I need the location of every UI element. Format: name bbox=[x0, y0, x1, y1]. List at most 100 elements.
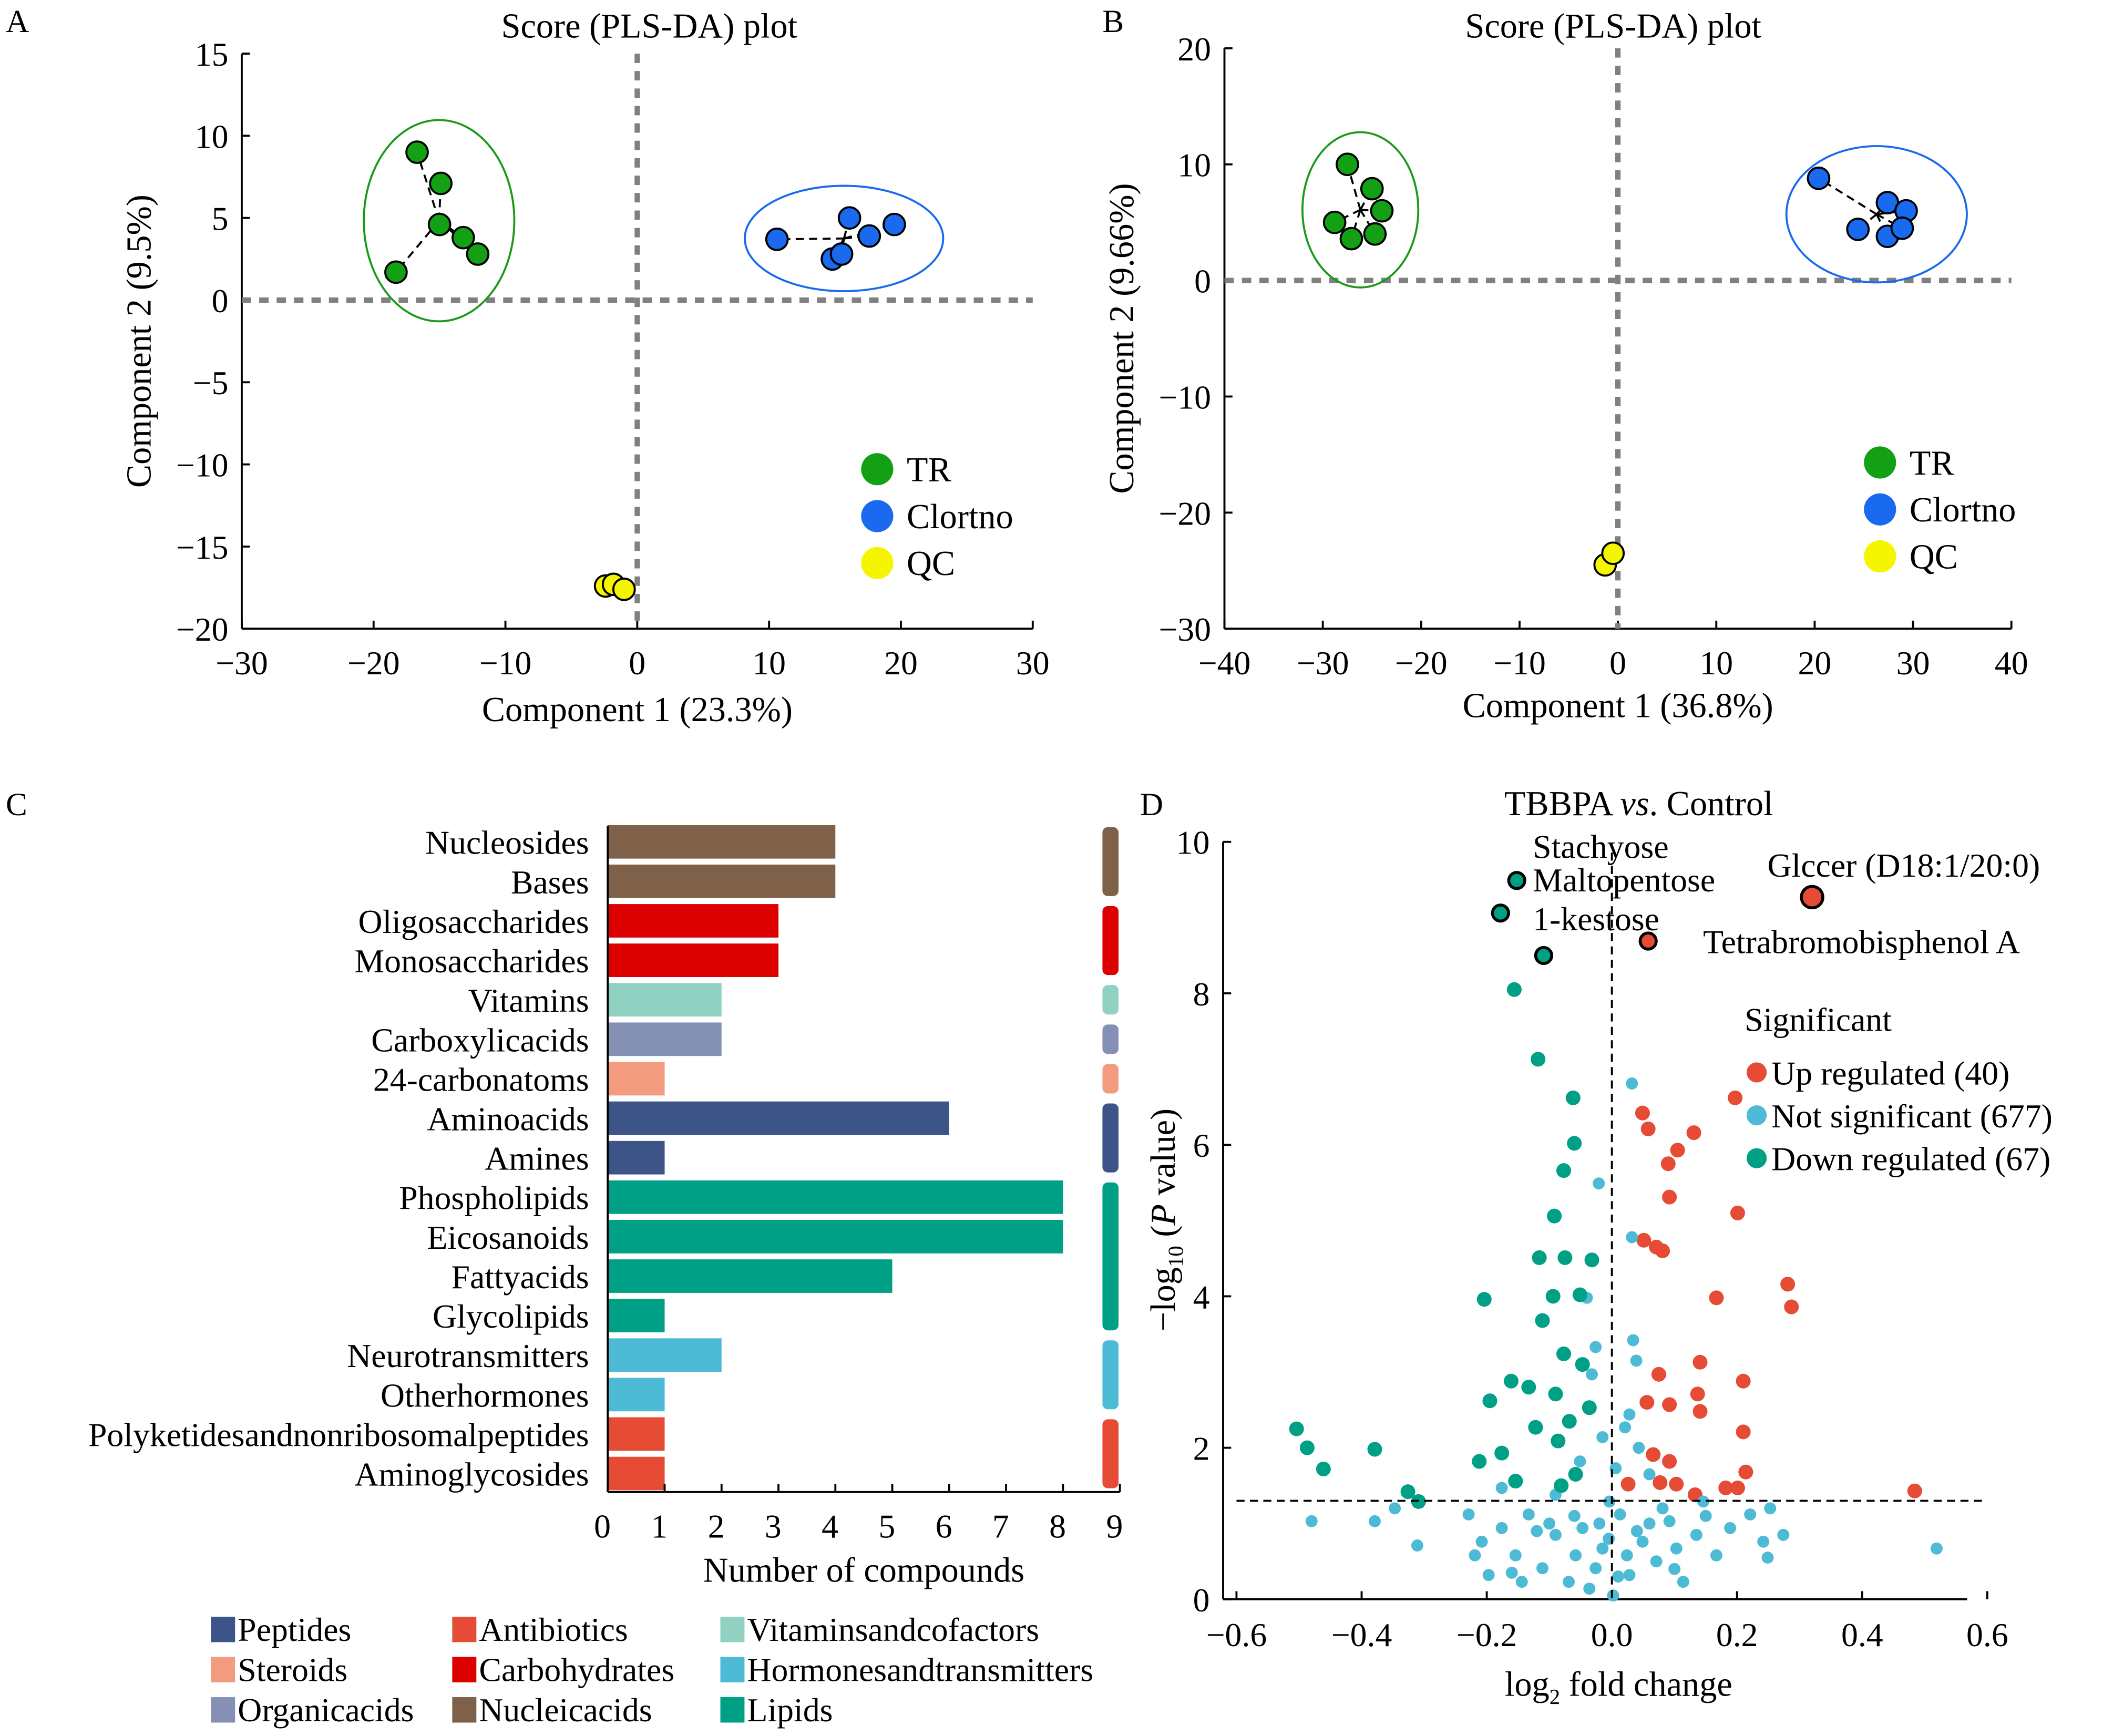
data-point-up-regulated-40 bbox=[1736, 1424, 1751, 1440]
data-point-down-regulated-67 bbox=[1508, 1474, 1523, 1489]
data-point-up-regulated-40 bbox=[1653, 1475, 1668, 1490]
data-point-tr bbox=[466, 242, 490, 266]
y-axis-label: Component 2 (9.66%) bbox=[1103, 183, 1141, 494]
chart-title: TBBPA vs. Control bbox=[1504, 785, 1773, 823]
category-label: Oligosaccharides bbox=[358, 903, 589, 940]
data-point-tr bbox=[1339, 227, 1363, 251]
panel-d-volcano: TBBPA vs. Control −0.6 −0.4 −0.2 0.0 0.2 0.4 0.… bbox=[1144, 785, 2053, 1709]
centroid-connector bbox=[416, 152, 440, 221]
data-point-down-regulated-67 bbox=[1565, 1090, 1581, 1105]
data-point-not-significant-677 bbox=[1596, 1542, 1609, 1555]
y-tick-label: 5 bbox=[212, 200, 229, 238]
data-point-not-significant-677 bbox=[1568, 1509, 1581, 1522]
data-point-not-significant-677 bbox=[1614, 1508, 1626, 1521]
data-point-not-significant-677 bbox=[1626, 1077, 1638, 1090]
panel-letter-c: C bbox=[6, 787, 27, 823]
legend-marker-qc bbox=[1864, 540, 1896, 573]
legend-label-organicacids: Organicacids bbox=[238, 1691, 414, 1729]
data-point-up-regulated-40 bbox=[1669, 1476, 1684, 1492]
x-tick-label: 0 bbox=[629, 644, 645, 682]
group-strip-lipids bbox=[1102, 1182, 1119, 1331]
confidence-ellipse-clortno bbox=[744, 184, 945, 292]
annotation-1-kestose: 1-kestose bbox=[1533, 900, 1659, 938]
data-point-not-significant-677 bbox=[1495, 1482, 1508, 1494]
data-point-up-regulated-40 bbox=[1780, 1277, 1796, 1292]
legend-swatch-antibiotics bbox=[452, 1616, 477, 1642]
data-point-down-regulated-67 bbox=[1316, 1461, 1331, 1477]
data-point-qc bbox=[612, 577, 636, 601]
data-point-not-significant-677 bbox=[1724, 1522, 1737, 1534]
data-point-tr bbox=[429, 171, 453, 196]
panel-c-bar-chart: NucleosidesBasesOligosaccharidesMonosacc… bbox=[88, 824, 1123, 1729]
data-point-not-significant-677 bbox=[1697, 1495, 1709, 1508]
data-point-clortno bbox=[883, 212, 906, 237]
x-tick-label: 20 bbox=[884, 644, 918, 682]
data-point-not-significant-677 bbox=[1505, 1566, 1518, 1579]
data-point-not-significant-677 bbox=[1305, 1515, 1318, 1527]
data-point-down-regulated-67 bbox=[1556, 1346, 1572, 1361]
legend-swatch-steroids bbox=[211, 1657, 235, 1682]
x-tick-label: 20 bbox=[1798, 644, 1832, 682]
legend-marker-clortno bbox=[861, 500, 894, 532]
category-label: Carboxylicacids bbox=[371, 1021, 589, 1059]
data-point-not-significant-677 bbox=[1596, 1431, 1609, 1443]
data-point-down-regulated-67 bbox=[1367, 1442, 1382, 1457]
legend-label-clortno: Clortno bbox=[1910, 491, 2016, 529]
data-point-not-significant-677 bbox=[1411, 1539, 1423, 1552]
category-label: Aminoacids bbox=[427, 1101, 589, 1138]
legend-label-hormonesandtransmitters: Hormonesandtransmitters bbox=[747, 1651, 1094, 1688]
centroid-connector bbox=[1346, 164, 1361, 210]
x-tick-label: −30 bbox=[216, 644, 268, 682]
data-point-not-significant-677 bbox=[1369, 1515, 1381, 1527]
bar-aminoacids bbox=[608, 1101, 949, 1135]
x-label-subscript: 2 bbox=[1550, 1685, 1560, 1709]
bar-otherhormones bbox=[608, 1378, 665, 1412]
highlighted-point-glccer-d18-1-20-0 bbox=[1800, 885, 1824, 910]
category-label: 24-carbonatoms bbox=[373, 1061, 589, 1098]
y-tick-label: −10 bbox=[1158, 378, 1211, 416]
data-point-not-significant-677 bbox=[1663, 1515, 1676, 1527]
legend-swatch-organicacids bbox=[211, 1697, 235, 1723]
data-point-down-regulated-67 bbox=[1535, 1313, 1550, 1328]
legend-label-not-significant-677: Not significant (677) bbox=[1771, 1097, 2053, 1135]
data-point-not-significant-677 bbox=[1603, 1533, 1615, 1545]
legend-label-nucleicacids: Nucleicacids bbox=[479, 1691, 652, 1729]
data-point-down-regulated-67 bbox=[1545, 1289, 1561, 1304]
data-point-down-regulated-67 bbox=[1476, 1292, 1492, 1307]
data-point-up-regulated-40 bbox=[1730, 1205, 1745, 1220]
group-strip-carbohydrates bbox=[1102, 906, 1119, 975]
bar-fattyacids bbox=[608, 1259, 893, 1293]
data-point-up-regulated-40 bbox=[1655, 1243, 1670, 1258]
data-point-not-significant-677 bbox=[1589, 1341, 1602, 1353]
y-tick-label: 8 bbox=[1193, 975, 1210, 1013]
x-tick-label: 0.4 bbox=[1841, 1616, 1883, 1653]
x-tick-label: 0.0 bbox=[1591, 1616, 1633, 1653]
data-point-down-regulated-67 bbox=[1554, 1478, 1569, 1493]
x-tick-label: 1 bbox=[651, 1508, 668, 1545]
bar-vitamins bbox=[608, 983, 722, 1017]
data-point-not-significant-677 bbox=[1757, 1535, 1770, 1548]
y-tick-label: 0 bbox=[1194, 263, 1211, 300]
data-point-up-regulated-40 bbox=[1620, 1476, 1636, 1492]
data-point-up-regulated-40 bbox=[1662, 1189, 1677, 1205]
data-point-not-significant-677 bbox=[1550, 1528, 1562, 1541]
legend-swatch-nucleicacids bbox=[452, 1697, 477, 1723]
data-point-up-regulated-40 bbox=[1709, 1290, 1724, 1306]
group-strip-antibiotics bbox=[1102, 1419, 1119, 1488]
x-tick-label: −10 bbox=[1493, 644, 1546, 682]
group-strip-hormonesandtransmitters bbox=[1102, 1340, 1119, 1410]
y-tick-label: 6 bbox=[1193, 1127, 1210, 1164]
data-point-not-significant-677 bbox=[1543, 1517, 1556, 1530]
data-point-down-regulated-67 bbox=[1528, 1420, 1543, 1435]
data-point-down-regulated-67 bbox=[1551, 1433, 1566, 1449]
category-label: Nucleosides bbox=[425, 824, 589, 861]
legend-title: Significant bbox=[1745, 1001, 1892, 1038]
data-point-not-significant-677 bbox=[1670, 1542, 1683, 1555]
data-point-up-regulated-40 bbox=[1736, 1373, 1751, 1389]
panel-a-pls-da: Score (PLS-DA) plot−30 −20 −10 0 10 20 30−20−1… bbox=[120, 7, 1050, 729]
data-point-tr bbox=[1360, 177, 1384, 201]
data-point-down-regulated-67 bbox=[1299, 1440, 1315, 1455]
data-point-not-significant-677 bbox=[1586, 1368, 1598, 1381]
data-point-not-significant-677 bbox=[1619, 1421, 1632, 1434]
